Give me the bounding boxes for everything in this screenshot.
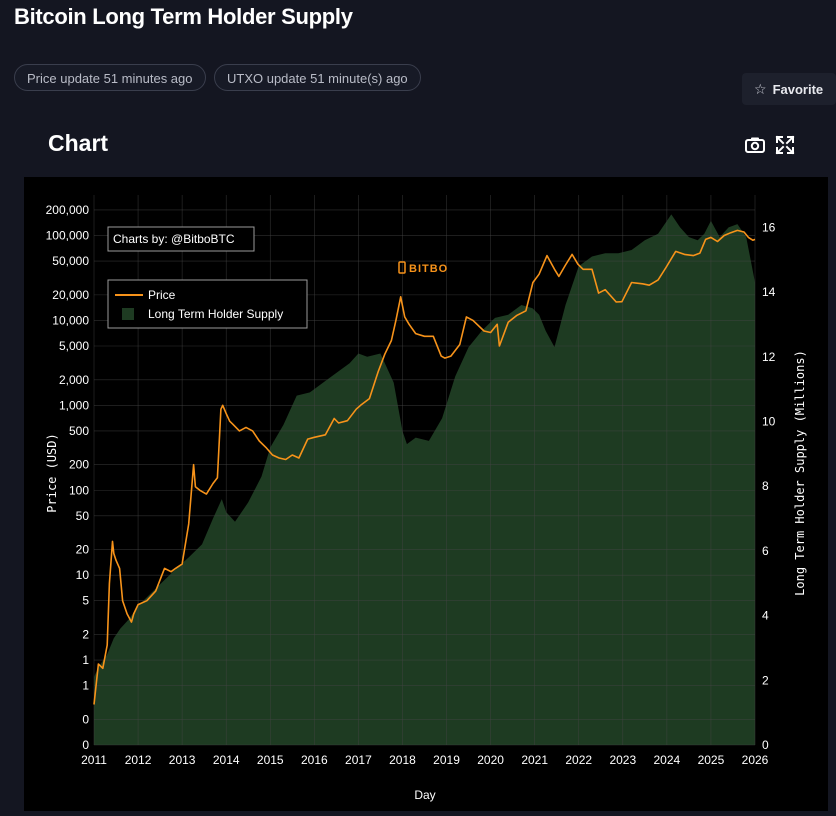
y-tick-label: 100: [69, 483, 89, 497]
x-tick-label: 2017: [345, 753, 372, 767]
chart-svg[interactable]: 2011 2012 2013 2014 2015 2016 2017 2018 2019 2020…: [24, 177, 828, 811]
y2-tick-label: 14: [762, 285, 776, 299]
x-tick-label: 2026: [742, 753, 769, 767]
y-tick-label: 100,000: [46, 229, 90, 243]
legend-supply-swatch: [122, 308, 134, 320]
logo-text: BITBO: [409, 263, 448, 275]
y-tick-label: 10,000: [52, 313, 89, 327]
y-tick-label: 10: [76, 568, 90, 582]
price-update-badge: Price update 51 minutes ago: [14, 64, 206, 91]
x-tick-label: 2020: [477, 753, 504, 767]
x-tick-label: 2014: [213, 753, 240, 767]
y-tick-label: 200: [69, 458, 89, 472]
x-tick-label: 2011: [81, 753, 107, 767]
utxo-update-badge: UTXO update 51 minute(s) ago: [214, 64, 421, 91]
y2-tick-label: 2: [762, 673, 769, 687]
price-line: [93, 229, 756, 705]
y2-tick-label: 16: [762, 220, 776, 234]
fullscreen-icon[interactable]: [774, 134, 796, 156]
x-tick-label: 2015: [257, 753, 284, 767]
page-title: Bitcoin Long Term Holder Supply: [14, 4, 353, 29]
x-tick-label: 2024: [654, 753, 681, 767]
chart-heading: Chart: [48, 130, 109, 156]
x-tick-label: 2019: [433, 753, 460, 767]
y-tick-label: 200,000: [46, 203, 90, 217]
x-tick-label: 2018: [389, 753, 416, 767]
y2-tick-label: 12: [762, 350, 776, 364]
x-tick-label: 2022: [565, 753, 592, 767]
y-tick-label: 2: [82, 628, 89, 642]
y-tick-label: 20: [76, 543, 90, 557]
y-tick-label: 0: [82, 712, 89, 726]
camera-icon[interactable]: [744, 134, 766, 156]
y-tick-label: 20,000: [52, 288, 89, 302]
bitbo-logo: BITBO: [398, 261, 448, 275]
x-tick-label: 2013: [169, 753, 196, 767]
y2-tick-label: 6: [762, 544, 769, 558]
y2-tick-label: 4: [762, 609, 769, 623]
credit-text: Charts by: @BitboBTC: [113, 232, 235, 246]
x-tick-label: 2025: [698, 753, 725, 767]
y2-axis-label: Long Term Holder Supply (Millions): [793, 350, 807, 596]
legend: Price Long Term Holder Supply: [107, 279, 308, 329]
supply-area: [94, 214, 755, 745]
legend-price-label: Price: [148, 288, 176, 302]
y-tick-label: 1: [82, 653, 89, 667]
x-axis-label: Day: [414, 788, 435, 802]
y-tick-label: 5: [82, 594, 89, 608]
y-tick-label: 50,000: [52, 254, 89, 268]
chart-container: 2011 2012 2013 2014 2015 2016 2017 2018 2019 2020…: [24, 177, 828, 811]
star-icon: ☆: [754, 81, 767, 97]
x-tick-label: 2012: [125, 753, 152, 767]
y-tick-label: 50: [76, 509, 90, 523]
favorite-button[interactable]: ☆ Favorite: [742, 73, 836, 105]
y2-tick-label: 0: [762, 738, 769, 752]
y2-tick-label: 10: [762, 414, 776, 428]
y-tick-label: 0: [82, 738, 89, 752]
y-tick-label: 5,000: [59, 339, 89, 353]
x-tick-label: 2021: [521, 753, 548, 767]
y-tick-label: 500: [69, 424, 89, 438]
y-tick-label: 1,000: [59, 398, 89, 412]
y-axis-label: Price (USD): [45, 433, 59, 512]
favorite-label: Favorite: [772, 82, 824, 97]
y2-tick-label: 8: [762, 479, 769, 493]
legend-supply-label: Long Term Holder Supply: [148, 307, 283, 321]
x-tick-label: 2023: [609, 753, 636, 767]
y-tick-label: 1: [82, 679, 89, 693]
credit-box: Charts by: @BitboBTC: [107, 226, 255, 252]
y-tick-label: 2,000: [59, 373, 89, 387]
x-tick-label: 2016: [301, 753, 328, 767]
